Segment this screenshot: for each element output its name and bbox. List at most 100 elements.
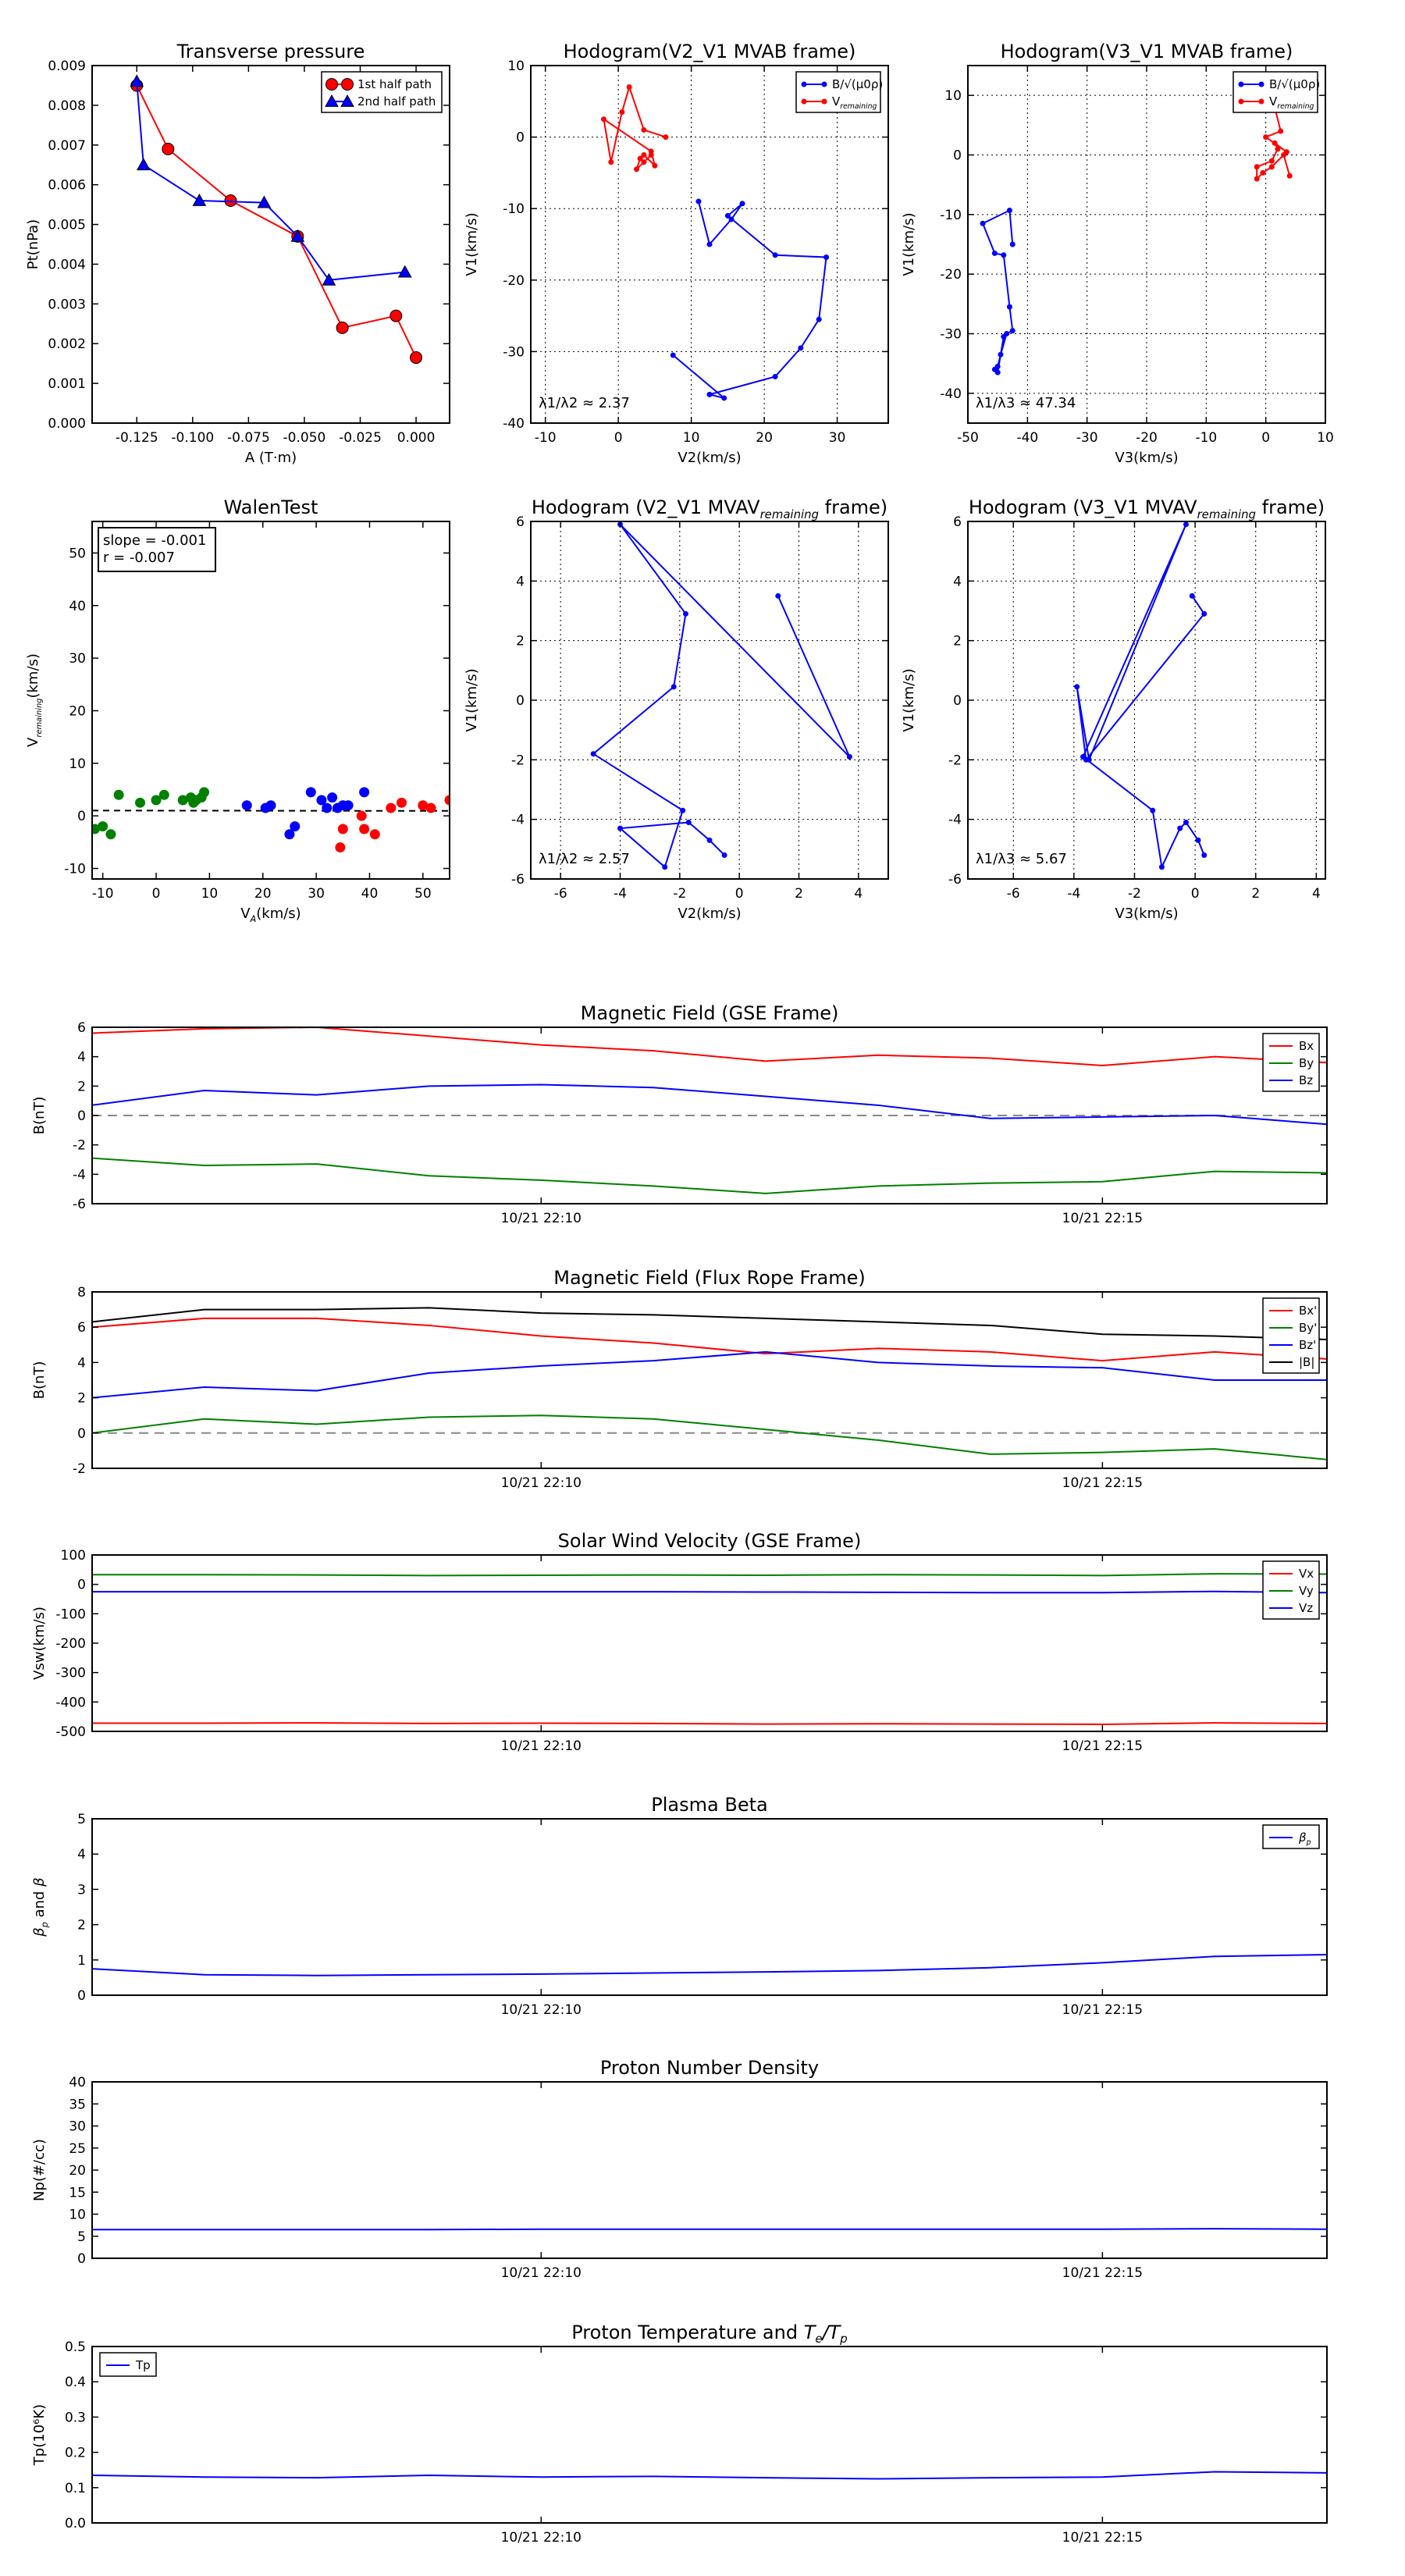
legend-label: |B| <box>1299 1355 1314 1369</box>
x-tick-label: 40 <box>361 886 379 902</box>
eigenvalue-ratio: λ1/λ3 ≈ 5.67 <box>976 851 1067 867</box>
y-axis-label: Np(#/cc) <box>31 2139 48 2201</box>
chart-12: 10/21 22:10 10/21 22:15 0.0 0.1 0.2 0.3 0.4 0.5… <box>31 2322 1328 2546</box>
y-tick-label: 0.003 <box>48 297 86 312</box>
legend-box <box>795 71 881 113</box>
x-tick-label: -0.025 <box>339 430 382 446</box>
data-point <box>1006 304 1012 310</box>
y-tick-label: 6 <box>77 1020 86 1036</box>
legend-label: By <box>1299 1056 1314 1070</box>
y-tick-label: 0 <box>953 693 962 709</box>
series-group <box>92 1954 1327 1976</box>
plot-frame <box>91 521 450 880</box>
data-point <box>1009 328 1016 334</box>
series-line-1 <box>672 201 827 399</box>
legend: 1st half path 2nd half path <box>321 71 443 113</box>
plot-frame <box>91 65 450 424</box>
series-line-2 <box>92 1573 1327 1577</box>
data-point <box>670 352 676 358</box>
data-point <box>652 162 658 169</box>
y-axis-label: B(nT) <box>31 1361 48 1400</box>
legend-label: Bx <box>1299 1039 1314 1053</box>
y-tick-label: -400 <box>55 1695 86 1710</box>
legend-label: Vz <box>1299 1601 1313 1615</box>
data-point <box>410 351 423 365</box>
data-point <box>1001 333 1007 340</box>
x-tick-label: 20 <box>756 430 773 446</box>
y-tick-label: 0.1 <box>65 2481 86 2496</box>
data-point <box>1254 176 1260 182</box>
legend: B/√(μ0ρ) Vremaining <box>1232 71 1320 113</box>
y-tick-label: -100 <box>55 1606 86 1622</box>
chart-title: Plasma Beta <box>651 1794 767 1816</box>
y-tick-label: 40 <box>69 599 86 614</box>
x-tick-label: 0 <box>152 886 161 902</box>
y-tick-label: 0.0 <box>65 2516 86 2532</box>
x-tick-label: 50 <box>414 886 432 902</box>
data-point <box>600 116 606 123</box>
legend: Bx' By' Bz' |B| <box>1262 1297 1320 1374</box>
y-tick-label: -6 <box>948 872 962 888</box>
chart-3: -50 -40 -30 -20 -10 0 10 -40 -30 -20 -10 0 10 Hodogra… <box>901 41 1334 466</box>
data-point <box>359 787 370 798</box>
chart-title: Proton Number Density <box>600 2057 819 2079</box>
legend-marker <box>1238 81 1244 87</box>
data-point <box>1286 173 1293 179</box>
y-tick-label: 4 <box>77 1847 86 1863</box>
data-point <box>158 789 169 800</box>
y-tick-label: 0.002 <box>48 336 86 352</box>
data-point <box>113 789 124 800</box>
plot-frame <box>91 1818 1328 1996</box>
data-point <box>823 254 830 260</box>
x-tick-label: 10/21 22:10 <box>501 1475 582 1491</box>
y-tick-label: 6 <box>516 514 525 530</box>
y-tick-label: 15 <box>69 2185 86 2201</box>
series-line-1 <box>92 1954 1327 1976</box>
data-point <box>1080 754 1086 760</box>
y-tick-label: 0.5 <box>65 2339 86 2355</box>
legend-label: By' <box>1299 1321 1317 1335</box>
y-tick-label: -4 <box>73 1167 86 1183</box>
data-point <box>994 369 1001 375</box>
legend: B/√(μ0ρ) Vremaining <box>795 71 883 113</box>
chart-title: Hodogram(V3_V1 MVAB frame) <box>1001 41 1293 62</box>
stats-line: r = -0.007 <box>103 550 175 566</box>
data-point <box>356 810 367 821</box>
x-tick-label: 4 <box>1312 886 1321 902</box>
x-tick-label: 10/21 22:10 <box>501 2530 582 2546</box>
legend-label: Vremaining <box>1269 94 1314 111</box>
data-point <box>626 84 632 90</box>
x-tick-label: 30 <box>308 886 325 902</box>
chart-9: 10/21 22:10 10/21 22:15 -500 -400 -300 -200 -1… <box>31 1530 1328 1754</box>
legend: Tp <box>99 2352 157 2377</box>
data-point <box>335 842 346 853</box>
chart-title: Magnetic Field (Flux Rope Frame) <box>553 1267 865 1289</box>
x-tick-label: -40 <box>1016 430 1038 446</box>
y-tick-label: -2 <box>73 1461 86 1477</box>
y-tick-label: 0 <box>77 1426 86 1442</box>
data-point <box>265 800 276 811</box>
y-tick-label: 0.000 <box>48 416 86 432</box>
legend-label: B/√(μ0ρ) <box>1269 77 1320 91</box>
chart-7: 10/21 22:10 10/21 22:15 -6 -4 -2 0 2 4 6 Magnetic… <box>31 1002 1328 1226</box>
data-point <box>648 152 654 158</box>
y-tick-label: -6 <box>73 1197 86 1212</box>
series-line-1 <box>92 1027 1327 1066</box>
y-tick-label: 5 <box>77 1812 86 1827</box>
series-group <box>92 787 450 853</box>
x-tick-label: -6 <box>1007 886 1020 902</box>
data-point <box>685 819 692 825</box>
series-line-1 <box>92 1722 1327 1725</box>
series-group <box>1074 521 1208 870</box>
data-point <box>846 754 852 760</box>
data-point <box>1074 684 1080 690</box>
y-tick-label: 4 <box>77 1050 86 1066</box>
plot-frame <box>91 1554 1328 1732</box>
series-line-4 <box>92 1307 1327 1341</box>
chart-11: 10/21 22:10 10/21 22:15 0 5 10 15 20 25 30 35 40 Pr… <box>31 2057 1328 2281</box>
data-point <box>1275 146 1281 152</box>
x-tick-label: 30 <box>829 430 846 446</box>
y-tick-label: 4 <box>516 574 525 589</box>
series-line-2 <box>92 1414 1327 1461</box>
series-line-2 <box>603 84 667 170</box>
